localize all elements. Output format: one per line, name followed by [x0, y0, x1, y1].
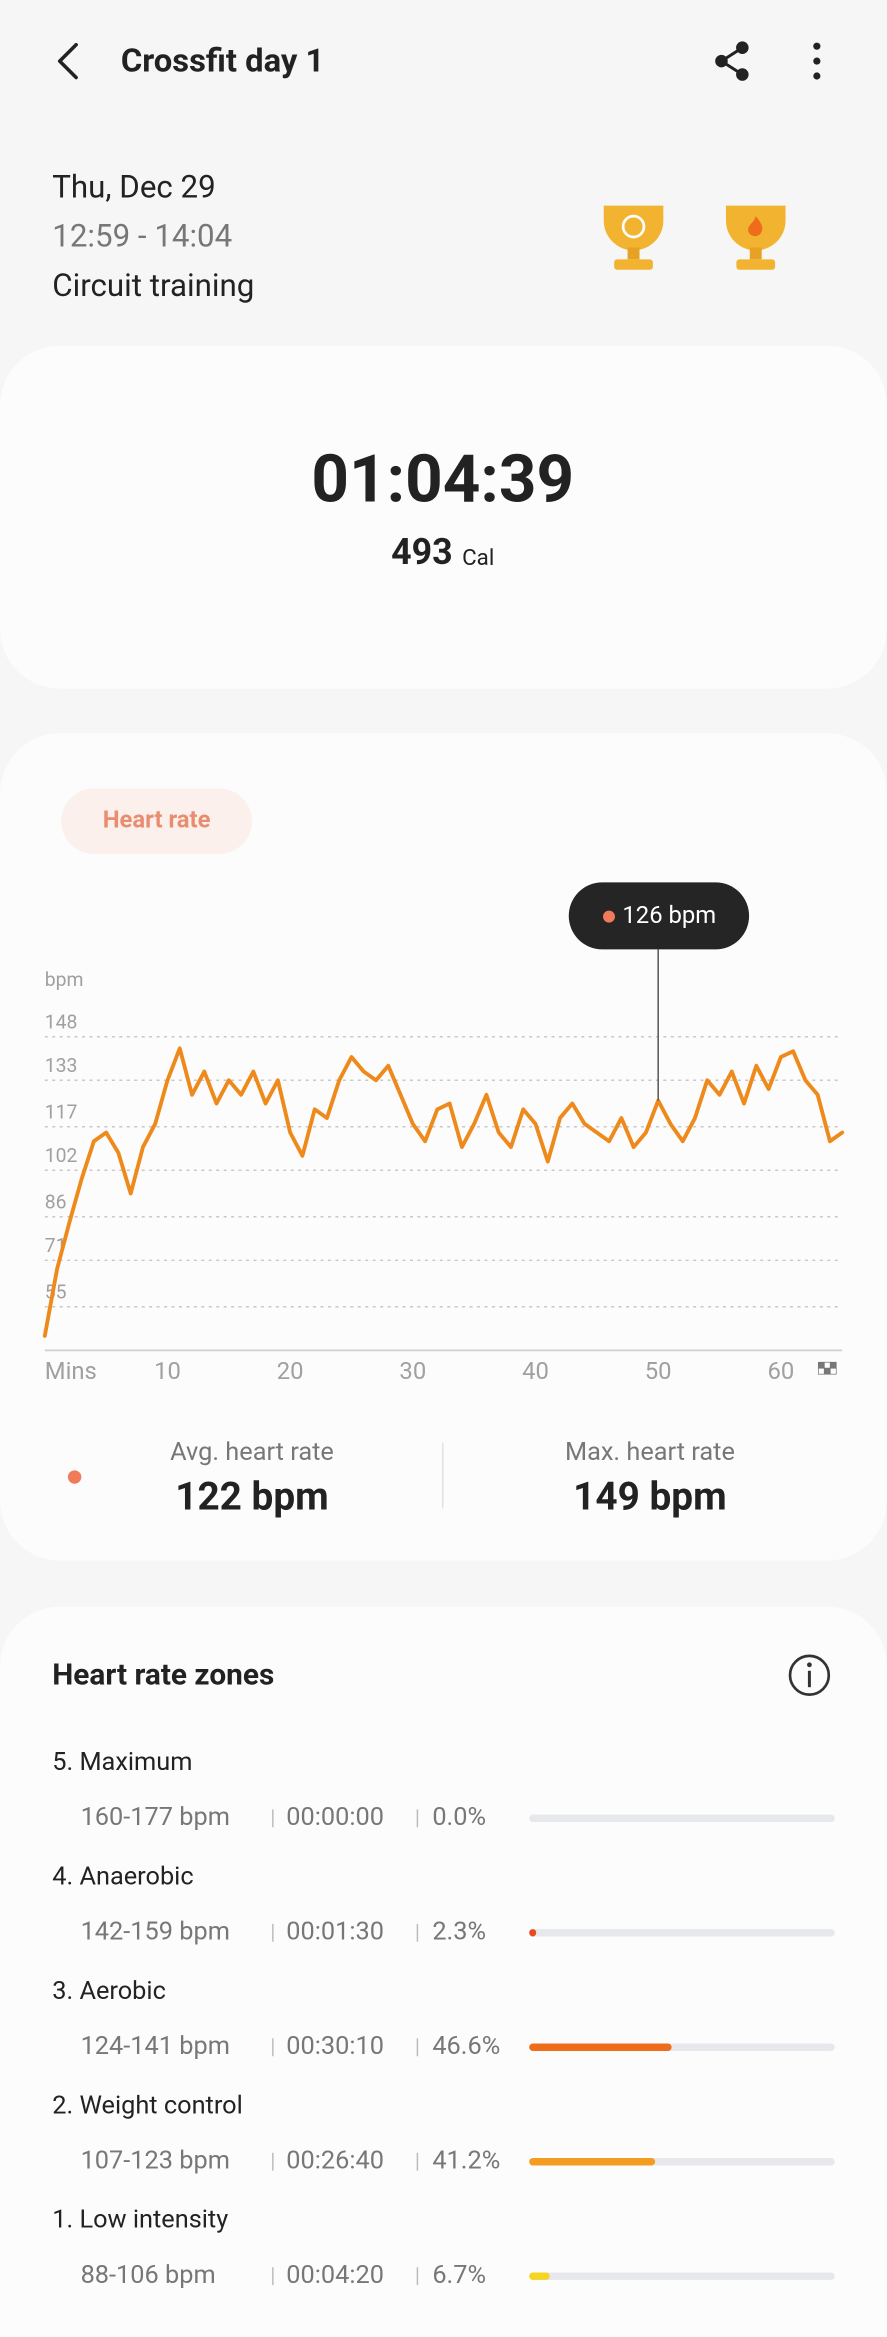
heart-rate-line: [42, 1046, 845, 1338]
tab-label: Heart rate: [103, 806, 211, 834]
tooltip-label: 126 bpm: [622, 901, 716, 929]
heart-rate-card: [0, 733, 887, 1561]
more-button[interactable]: [813, 42, 821, 80]
zone-name: 5. Maximum: [52, 1748, 192, 1777]
flag-cell: [823, 1361, 831, 1369]
zone-range: 88-106 bpm: [81, 2261, 216, 2290]
zones-card: [0, 1606, 887, 2337]
zone-time: 00:04:20: [286, 2261, 384, 2290]
flag-cell: [817, 1367, 825, 1375]
share-button[interactable]: [715, 41, 749, 81]
zone-time: 00:01:30: [286, 1917, 384, 1946]
zone-bar: [529, 2157, 656, 2166]
zone-time: 00:00:00: [286, 1803, 384, 1832]
zone-percent: 6.7%: [432, 2261, 486, 2290]
x-tick-label: 10: [154, 1357, 181, 1385]
flag-cell: [829, 1367, 837, 1375]
zone-range: 107-123 bpm: [81, 2146, 230, 2175]
trophy-icon: [725, 205, 786, 270]
tooltip-dot: [603, 910, 615, 923]
zones-title: Heart rate zones: [52, 1658, 274, 1693]
zone-track: [529, 1814, 835, 1823]
zone-range: 142-159 bpm: [81, 1917, 230, 1946]
summary-card: [0, 345, 887, 689]
tooltip: [568, 882, 750, 950]
flag-cell: [829, 1361, 837, 1369]
x-tick-label: 40: [522, 1357, 549, 1385]
zone-range: 160-177 bpm: [81, 1803, 230, 1832]
y-axis-label: bpm: [45, 968, 84, 991]
zone-time: 00:30:10: [286, 2032, 384, 2061]
x-tick-label: 60: [767, 1357, 794, 1385]
zone-time: 00:26:40: [286, 2146, 384, 2175]
trophy-icon: [603, 205, 664, 270]
x-tick-label: 50: [645, 1357, 672, 1385]
zones-list: 5. Maximum 160-177 bpm 00:00:00 0.0% 4. Anae…: [52, 1748, 835, 2290]
zone-percent: 0.0%: [432, 1803, 486, 1832]
page-title: Crossfit day 1: [121, 42, 325, 80]
zone-bar: [529, 2272, 550, 2280]
stat-label: Avg. heart rate: [170, 1438, 334, 1467]
y-tick-label: 133: [45, 1054, 78, 1077]
zone-bar: [529, 1929, 537, 1937]
x-tick-label: 30: [399, 1357, 426, 1385]
zone-name: 1. Low intensity: [52, 2206, 228, 2235]
zone-percent: 46.6%: [432, 2032, 500, 2061]
flag-cell: [817, 1361, 825, 1369]
time-range: 12:59 - 14:04: [52, 218, 232, 255]
info-button[interactable]: [788, 1654, 831, 1696]
x-axis-label: Mins: [45, 1357, 97, 1385]
back-button[interactable]: [57, 42, 78, 80]
zone-percent: 41.2%: [432, 2146, 500, 2175]
zone-bar: [529, 2043, 672, 2051]
zone-track: [529, 2272, 835, 2280]
y-tick-label: 102: [45, 1144, 78, 1167]
y-tick-label: 117: [45, 1100, 78, 1123]
stat-label: Max. heart rate: [565, 1438, 735, 1467]
finish-flag-icon: [817, 1361, 837, 1375]
zone-name: 3. Aerobic: [52, 1977, 166, 2006]
zone-track: [529, 1929, 835, 1937]
y-tick-label: 148: [45, 1010, 78, 1033]
stat-value: 149 bpm: [573, 1475, 727, 1520]
legend-dot: [67, 1470, 82, 1484]
calories-unit: Cal: [462, 545, 494, 571]
stat-value: 122 bpm: [175, 1475, 329, 1520]
calories: 493: [391, 531, 453, 573]
zone-range: 124-141 bpm: [81, 2032, 230, 2061]
zone-name: 2. Weight control: [52, 2091, 243, 2120]
duration: 01:04:39: [311, 442, 574, 519]
y-tick-label: 86: [45, 1190, 67, 1213]
zone-percent: 2.3%: [432, 1917, 486, 1946]
zone-name: 4. Anaerobic: [52, 1862, 193, 1891]
date: Thu, Dec 29: [52, 169, 215, 206]
activity: Circuit training: [52, 267, 254, 304]
tab-pill[interactable]: [61, 788, 252, 855]
x-tick-label: 20: [277, 1357, 304, 1385]
flag-cell: [823, 1367, 831, 1375]
